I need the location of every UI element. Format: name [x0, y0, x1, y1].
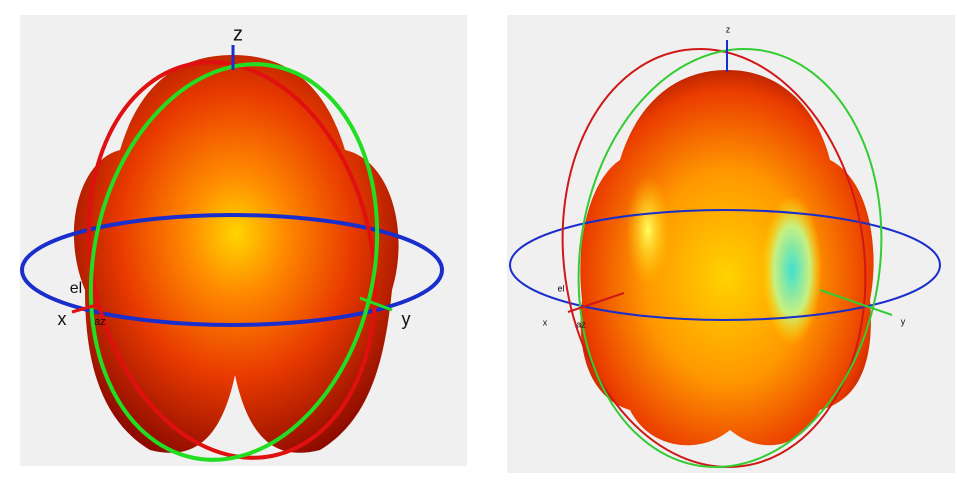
radiation-pattern [73, 55, 399, 453]
x-axis [567, 292, 625, 313]
axis-label: y [402, 309, 411, 329]
axis-label: el [70, 280, 82, 297]
right-panel: z x y el az [507, 15, 955, 473]
y-axis [819, 289, 893, 316]
axis-label: el [557, 283, 564, 293]
pattern-highlight [762, 195, 822, 345]
axis-label: az [576, 319, 586, 329]
x-axis [71, 302, 101, 314]
axis-label: z [233, 23, 243, 45]
elevation-ring [88, 62, 380, 462]
radiation-pattern [580, 70, 874, 446]
axis-label: x [58, 309, 67, 329]
azimuth-ring [20, 213, 444, 327]
elevation-ring [577, 47, 883, 469]
pattern-highlight [626, 175, 670, 285]
axis-label: z [726, 24, 731, 34]
axis-label: x [543, 317, 548, 327]
axis-label: az [94, 316, 106, 328]
y-axis [359, 296, 393, 312]
azimuth-ring [509, 209, 941, 321]
left-panel: z x y el az [20, 15, 467, 466]
axis-label: y [901, 316, 906, 326]
elevation-ring [561, 47, 867, 469]
elevation-ring [86, 60, 378, 460]
